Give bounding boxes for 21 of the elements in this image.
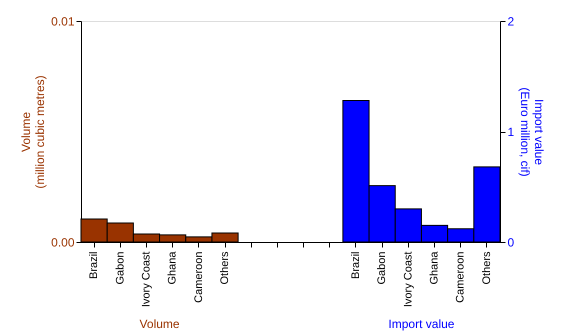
x-tick-label: Cameroon [192, 252, 205, 303]
text: Volume [140, 317, 180, 331]
x-tick-label: Cameroon [454, 252, 467, 303]
y2-tick-label: 1 [508, 125, 514, 139]
x-tick-label: Ivory Coast [140, 252, 152, 308]
x-tick-label: Brazil [88, 252, 100, 280]
y2-tick-label: 2 [508, 14, 514, 28]
x-tick-label: Others [219, 251, 232, 285]
y-tick-label: 0.01 [51, 14, 75, 28]
x-tick-label: Others [480, 251, 493, 285]
y2-tick-label: 0 [508, 236, 514, 250]
x-tick-label: Ghana [166, 250, 179, 285]
y-tick-label: 0.00 [51, 236, 75, 250]
y-axis-title: Volume (million cubic metres) [19, 75, 48, 189]
x-tick-label: Ghana [428, 250, 441, 285]
x-tick-label: Ivory Coast [402, 252, 414, 308]
x-tick-label: Gabon [376, 252, 388, 285]
x-tick-label: Brazil [350, 252, 362, 280]
x-tick-label: Gabon [114, 252, 126, 285]
text: Import value [388, 317, 455, 331]
y2-axis-title: Import value (Euro million, cif) [518, 87, 546, 177]
